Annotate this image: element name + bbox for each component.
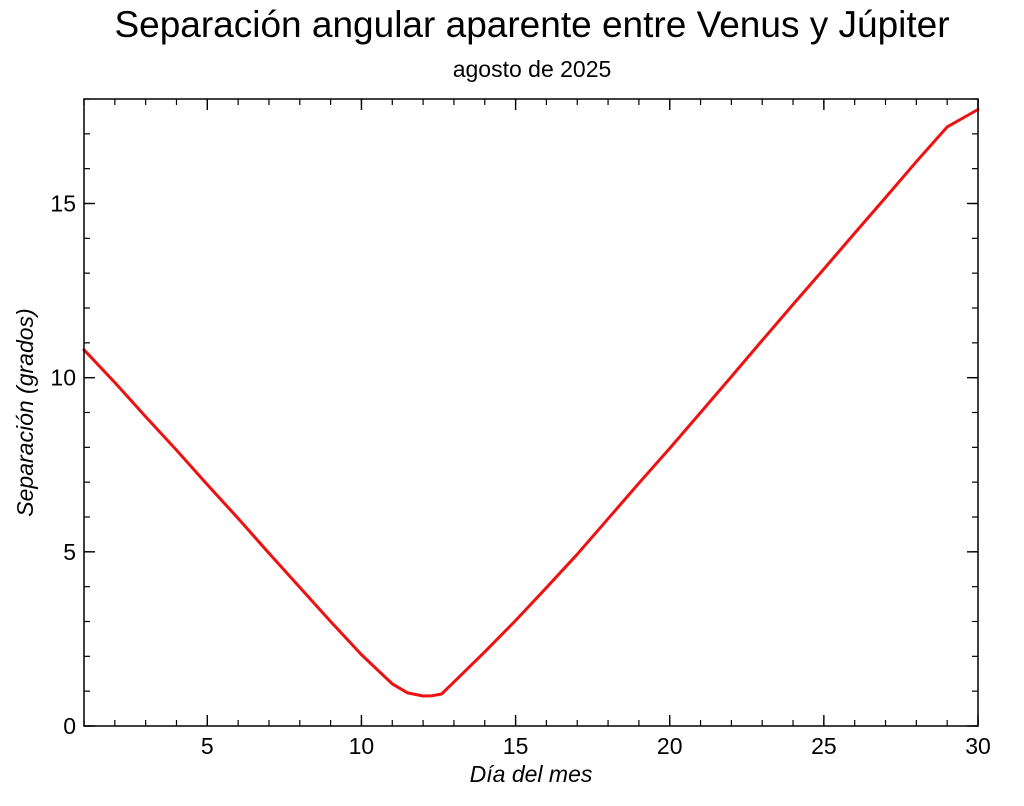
x-tick-label: 15 [503,733,529,759]
y-tick-label: 15 [50,191,76,217]
y-axis-title: Separación (grados) [12,308,38,516]
axis-ticks [83,98,979,727]
x-tick-label: 10 [349,733,375,759]
y-tick-label: 10 [50,365,76,391]
y-tick-label: 0 [63,713,76,739]
x-tick-label: 5 [201,733,214,759]
plot-frame [83,98,979,727]
separation-series-line [82,108,980,698]
x-tick-label: 20 [657,733,683,759]
y-tick-label: 5 [63,539,76,565]
series-lines [82,108,980,698]
chart-title: Separación angular aparente entre Venus … [114,4,950,45]
tick-labels: 5 10 15 20 25 30 0 5 10 15 [50,191,990,760]
x-tick-label: 25 [811,733,837,759]
x-axis-title: Día del mes [470,761,593,787]
x-tick-label: 30 [965,733,991,759]
chart-subtitle: agosto de 2025 [452,56,612,82]
